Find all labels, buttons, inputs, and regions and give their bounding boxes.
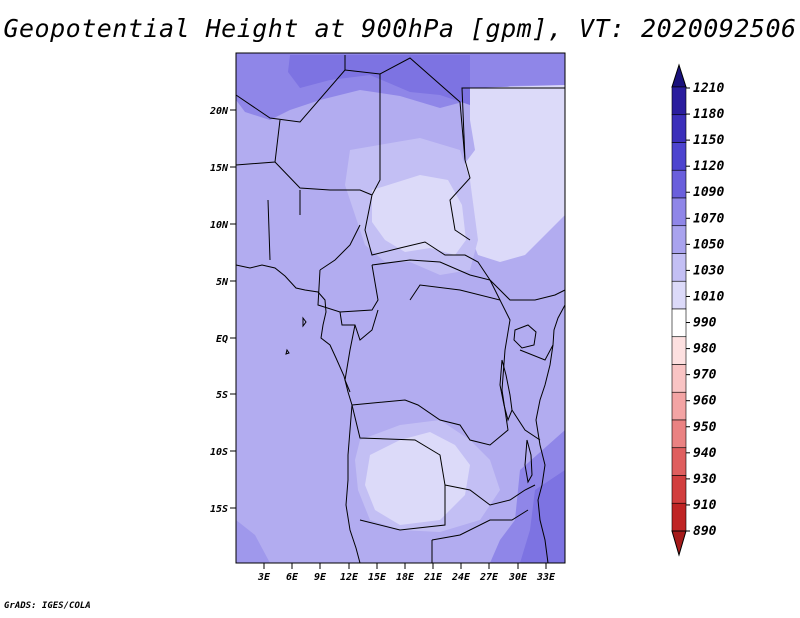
shade-sw-dark <box>236 520 270 563</box>
colorbar-label: 980 <box>693 342 717 357</box>
colorbar-swatch <box>671 197 687 227</box>
lake-malawi <box>524 439 533 484</box>
colorbar-label: 1030 <box>693 263 724 278</box>
colorbar-label: 930 <box>693 472 717 487</box>
lon-label: 33E <box>536 572 556 583</box>
colorbar-top-triangle <box>671 63 687 88</box>
lon-label: 27E <box>479 572 499 583</box>
border-east-2 <box>519 344 554 361</box>
shade-se-darker <box>520 470 565 563</box>
lon-label: 12E <box>340 572 359 583</box>
lat-axis <box>230 109 236 509</box>
colorbar-swatch <box>671 86 687 116</box>
border-zimbabwe <box>431 509 529 541</box>
height-shading <box>236 53 565 563</box>
colorbar-label: 1120 <box>693 159 724 174</box>
border-cameroon <box>317 264 379 313</box>
colorbar-label: 890 <box>693 524 717 539</box>
lat-labels: 20N 15N 10N 5N EQ 5S 10S 15S <box>209 106 229 515</box>
colorbar-label: 1050 <box>693 237 724 252</box>
colorbar-label: 970 <box>693 368 717 383</box>
shade-north-darker <box>288 55 470 105</box>
colorbar-label: 990 <box>693 316 717 331</box>
colorbar-swatch <box>671 475 687 504</box>
shade-south-light <box>365 432 470 525</box>
lat-label: 15S <box>210 504 228 515</box>
lon-label: 21E <box>423 572 443 583</box>
border-sudan <box>449 159 471 241</box>
border-congo <box>339 309 379 393</box>
colorbar-swatch <box>671 419 687 449</box>
credit-text: GrADS: IGES/COLA <box>4 601 91 611</box>
lon-labels: 3E 6E 9E 12E 15E 18E 21E 24E 27E 30E 33E <box>257 572 556 583</box>
coastlines-borders <box>235 55 566 564</box>
map-frame <box>235 52 566 564</box>
colorbar-label: 940 <box>693 446 717 461</box>
lon-label: 18E <box>396 572 415 583</box>
lat-label: 5N <box>216 277 229 288</box>
lon-label: 24E <box>451 572 471 583</box>
lon-axis <box>263 563 547 569</box>
lat-label: 15N <box>210 163 229 174</box>
colorbar-swatch <box>671 169 687 199</box>
colorbar-swatch <box>671 280 687 310</box>
lon-label: 30E <box>508 572 528 583</box>
lon-label: 6E <box>286 572 299 583</box>
border-east-1 <box>489 279 566 301</box>
lat-label: EQ <box>216 334 228 345</box>
lat-label: 10N <box>210 220 229 231</box>
border-nigeria <box>267 190 361 271</box>
border-niger <box>274 161 373 196</box>
colorbar-label: 950 <box>693 420 717 435</box>
colorbar-swatch <box>671 114 687 143</box>
colorbar-bottom-triangle <box>671 530 687 557</box>
border-car <box>371 259 501 301</box>
colorbar-label: 1180 <box>693 107 724 122</box>
border-zambia <box>444 484 536 506</box>
border-tanzania <box>511 409 541 441</box>
lat-label: 10S <box>210 447 228 458</box>
colorbar-label: 1010 <box>693 289 724 304</box>
lake-victoria <box>513 324 537 349</box>
border-libya <box>461 87 565 161</box>
colorbar-label: 1210 <box>693 81 724 96</box>
colorbar-label: 1150 <box>693 133 724 148</box>
colorbar-label: 910 <box>693 498 717 513</box>
lake-tanganyika <box>499 359 513 422</box>
colorbar: 1210 1180 1150 1120 1090 1070 1050 1030 1010 990 9… <box>671 63 724 557</box>
colorbar-swatch <box>671 308 687 338</box>
border-chad <box>364 74 491 281</box>
border-drc <box>351 284 511 446</box>
colorbar-swatch <box>671 502 687 532</box>
colorbar-swatch <box>671 225 687 254</box>
coastline-west-africa <box>235 264 361 564</box>
lat-label: 20N <box>209 106 229 117</box>
colorbar-swatch <box>671 391 687 421</box>
lon-label: 15E <box>368 572 387 583</box>
border-north-1 <box>235 57 466 161</box>
lon-label: 3E <box>257 572 271 583</box>
colorbar-swatch <box>671 142 687 171</box>
map-title: Geopotential Height at 900hPa [gpm], VT:… <box>3 14 797 43</box>
island-bioko <box>302 316 307 328</box>
colorbar-swatch <box>671 447 687 476</box>
colorbar-label: 1090 <box>693 185 724 200</box>
colorbar-swatch <box>671 253 687 282</box>
colorbar-label: 960 <box>693 394 717 409</box>
map-panel: 20N 15N 10N 5N EQ 5S 10S 15S 3E 6E 9E <box>209 52 566 583</box>
coastline-east-africa <box>535 304 566 564</box>
colorbar-swatch <box>671 364 687 393</box>
island-sao-tome <box>285 348 290 355</box>
border-angola <box>351 404 446 531</box>
lon-label: 9E <box>314 572 327 583</box>
lat-label: 5S <box>216 390 228 401</box>
colorbar-label: 1070 <box>693 211 724 226</box>
shade-central-light-2 <box>372 175 466 255</box>
colorbar-swatch <box>671 336 687 365</box>
